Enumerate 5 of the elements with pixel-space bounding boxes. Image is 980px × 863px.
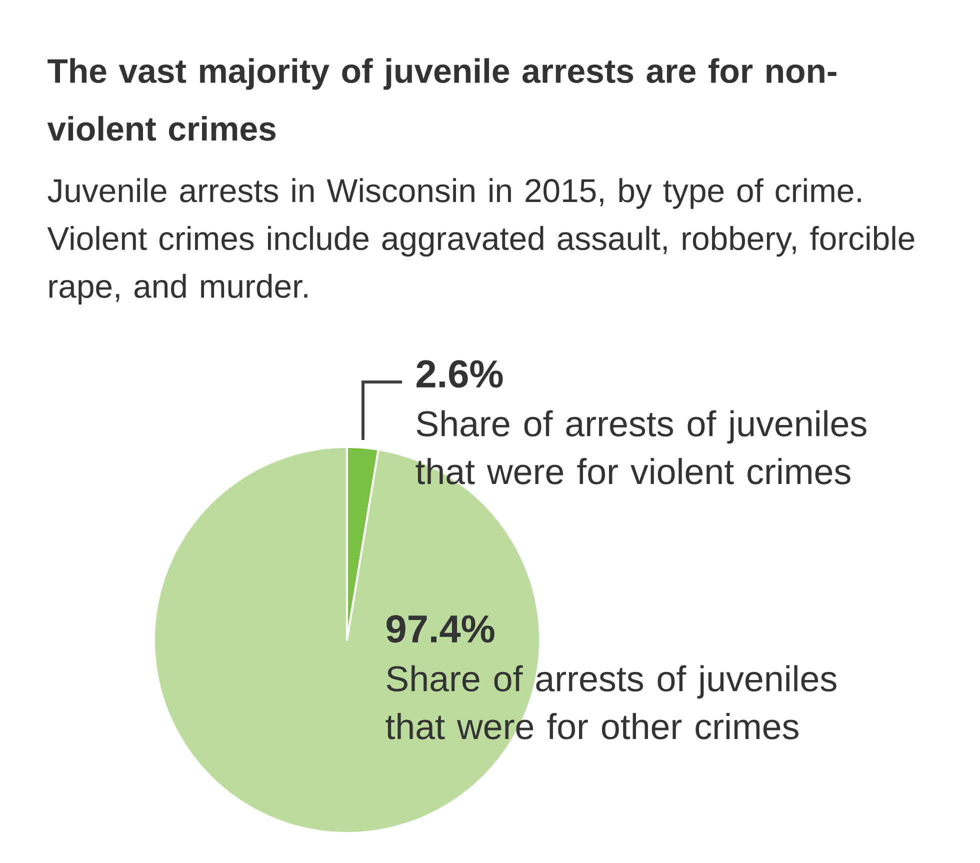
data-label: 97.4%	[386, 615, 494, 643]
slice-label: Share of arrests of juveniles that were for violent crimes	[416, 410, 866, 484]
data-label: 2.6%	[416, 360, 503, 388]
chart-title: The vast majority of juvenile arrests are for non-violent crimes	[47, 58, 836, 141]
chart-subtitle: Juvenile arrests in Wisconsin in 2015, by type of crime. Violent crimes include aggravated assault, robbery, forcible rape, and murder.	[47, 178, 914, 304]
